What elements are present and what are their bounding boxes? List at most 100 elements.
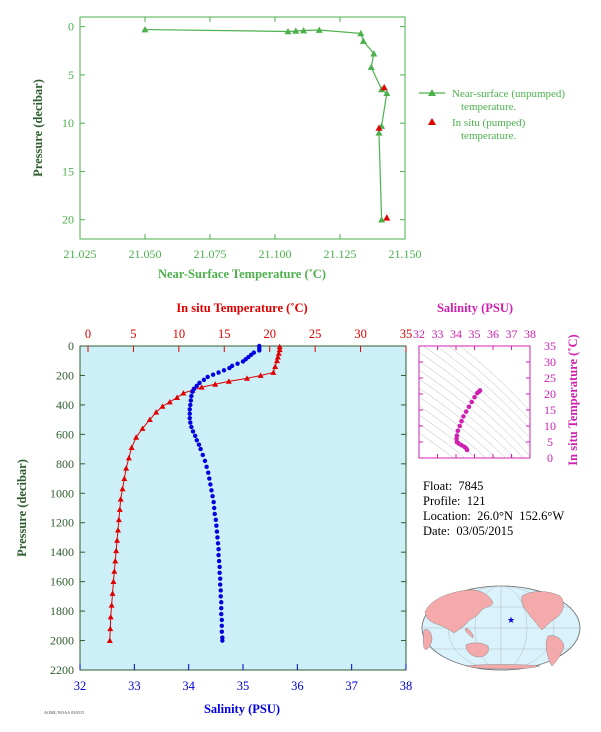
salinity-point (189, 393, 194, 399)
temperature-tick-label: 0 (85, 327, 91, 341)
salinity-tick-label: 38 (400, 679, 413, 693)
temperature-point (107, 625, 114, 632)
density-contour (448, 346, 530, 421)
float-number: Float: 7845 (423, 479, 484, 493)
salinity-point (192, 433, 198, 439)
salinity-point (207, 476, 212, 481)
ts-point (474, 390, 480, 396)
salinity-point (219, 600, 224, 605)
salinity-tick-label: 33 (128, 679, 141, 693)
salinity-point (187, 411, 192, 416)
ts-plot-frame (418, 345, 531, 459)
temperature-point (257, 372, 264, 378)
density-contour (419, 351, 530, 448)
top-chart-series (141, 26, 391, 223)
salinity-tick-label: 35 (237, 679, 250, 693)
salinity-point (240, 359, 246, 364)
ts-y-tick-label: 25 (544, 371, 556, 385)
salinity-point (221, 368, 227, 373)
legend-label-pumped-line1: In situ (pumped) (452, 117, 526, 129)
world-map: ★ (421, 585, 581, 671)
top-chart-legend: Near-surface (unpumped) temperature. In … (419, 88, 565, 142)
legend-marker-pumped (428, 118, 436, 125)
ts-x-tick-label: 36 (487, 327, 499, 341)
profile-y-axis-label: Pressure (decibar) (15, 459, 29, 557)
ts-y-tick-label: 35 (544, 339, 556, 353)
unpumped-temperature-point (375, 129, 383, 136)
temperature-tick-label: 5 (130, 327, 136, 341)
salinity-point (218, 588, 223, 593)
near-surface-temperature-chart: 21.025 21.050 21.075 21.100 21.125 21.150 0 5 10… (31, 16, 565, 281)
legend-marker-unpumped (428, 89, 436, 96)
salinity-point (208, 482, 213, 487)
ts-point (472, 394, 477, 400)
ts-x-tick-label: 35 (469, 327, 481, 341)
temperature-axis-label: In situ Temperature (˚C) (176, 301, 307, 315)
top-y-tick-label: 10 (62, 116, 74, 130)
ts-point (455, 428, 461, 434)
salinity-point (212, 511, 217, 517)
temperature-point (110, 578, 117, 585)
ts-x-tick-label: 33 (432, 327, 444, 341)
density-contour (435, 346, 530, 430)
temperature-point (121, 475, 128, 481)
salinity-point (217, 582, 223, 587)
temperature-point (212, 381, 219, 387)
ts-point (459, 418, 464, 424)
top-y-tick-label: 15 (62, 164, 74, 178)
density-contour (419, 378, 515, 458)
salinity-point (204, 464, 209, 469)
density-contour (419, 387, 506, 458)
ts-x-tick-label: 34 (450, 327, 462, 341)
salinity-point (188, 402, 193, 408)
temperature-profile-line (109, 346, 281, 641)
profile-axis-ticks: 32 33 34 35 36 37 38 0 5 10 15 20 25 30 35 0 200 400 600 80… (50, 327, 412, 693)
pressure-tick-label: 200 (56, 368, 74, 382)
temperature-point (108, 602, 115, 608)
salinity-point (219, 617, 225, 623)
salinity-point (197, 380, 202, 386)
salinity-point (188, 420, 193, 425)
salinity-point (201, 377, 207, 383)
profile-chart: 32 33 34 35 36 37 38 0 5 10 15 20 25 30 35 0 200 400 600 80… (15, 301, 412, 716)
ts-x-tick-label: 38 (524, 327, 536, 341)
temperature-point (133, 434, 140, 440)
ts-diagram: 32 33 34 35 36 37 38 0 5 10 15 20 25 30 35 Salinity (P… (413, 301, 580, 466)
salinity-point (212, 505, 217, 511)
pumped-temperature-point (375, 124, 383, 131)
salinity-point (257, 348, 262, 353)
temperature-point (153, 409, 160, 415)
salinity-point (190, 389, 195, 394)
unpumped-temperature-point (370, 50, 378, 57)
temperature-point (274, 354, 281, 360)
pressure-tick-label: 1000 (50, 486, 74, 500)
salinity-point (200, 452, 205, 458)
unpumped-temperature-point (284, 27, 292, 35)
temperature-point (123, 465, 130, 471)
temperature-tick-label: 10 (173, 327, 186, 341)
salinity-point (235, 361, 240, 366)
pressure-tick-label: 1600 (50, 575, 74, 589)
unpumped-temperature-point (357, 29, 365, 37)
salinity-point (198, 446, 203, 452)
top-y-axis-label: Pressure (decibar) (31, 79, 45, 177)
unpumped-temperature-point (300, 27, 308, 34)
pressure-tick-label: 1200 (50, 516, 74, 530)
density-contour (419, 423, 466, 458)
legend-label-pumped-line2: temperature. (461, 130, 517, 142)
salinity-point (214, 523, 219, 528)
footer-code: AOML/NOAA 030515 (44, 710, 85, 715)
top-x-tick-label: 21.025 (64, 247, 97, 261)
pressure-tick-label: 800 (56, 457, 74, 471)
pressure-tick-label: 1400 (50, 545, 74, 559)
salinity-point (214, 529, 220, 534)
salinity-point (190, 429, 196, 434)
salinity-point (217, 564, 222, 570)
float-location: Location: 26.0°N 152.6°W (423, 509, 565, 523)
top-x-tick-label: 21.125 (324, 247, 357, 261)
salinity-point (216, 552, 221, 558)
temperature-point (272, 363, 279, 370)
salinity-point (213, 517, 219, 522)
salinity-point (215, 541, 221, 546)
